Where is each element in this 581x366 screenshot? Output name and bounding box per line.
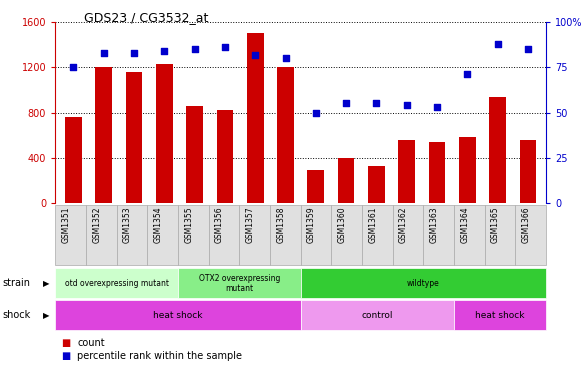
Bar bbox=[429, 142, 446, 203]
Text: GSM1362: GSM1362 bbox=[399, 206, 408, 243]
Text: wildtype: wildtype bbox=[407, 279, 440, 288]
Point bbox=[493, 41, 503, 46]
Point bbox=[220, 44, 229, 50]
Text: otd overexpressing mutant: otd overexpressing mutant bbox=[64, 279, 168, 288]
Bar bbox=[489, 97, 506, 203]
Text: GSM1363: GSM1363 bbox=[430, 206, 439, 243]
Bar bbox=[125, 72, 142, 203]
Text: control: control bbox=[361, 311, 393, 320]
Point bbox=[402, 102, 411, 108]
Text: shock: shock bbox=[3, 310, 31, 320]
Text: GSM1364: GSM1364 bbox=[460, 206, 469, 243]
Point bbox=[372, 101, 381, 107]
Text: percentile rank within the sample: percentile rank within the sample bbox=[77, 351, 242, 361]
Point bbox=[281, 55, 290, 61]
Bar bbox=[187, 106, 203, 203]
Text: GSM1366: GSM1366 bbox=[522, 206, 531, 243]
Text: GSM1353: GSM1353 bbox=[123, 206, 132, 243]
Bar bbox=[217, 110, 233, 203]
Text: GSM1356: GSM1356 bbox=[215, 206, 224, 243]
Bar bbox=[368, 166, 385, 203]
Point bbox=[130, 50, 139, 56]
Text: GSM1357: GSM1357 bbox=[246, 206, 254, 243]
Text: ▶: ▶ bbox=[43, 311, 50, 320]
Point bbox=[69, 64, 78, 70]
Bar bbox=[519, 140, 536, 203]
Text: ■: ■ bbox=[61, 351, 70, 361]
Text: GSM1361: GSM1361 bbox=[368, 206, 378, 243]
Bar bbox=[399, 140, 415, 203]
Point bbox=[190, 46, 199, 52]
Point bbox=[342, 101, 351, 107]
Bar bbox=[247, 33, 264, 203]
Point bbox=[462, 72, 472, 78]
Point bbox=[311, 110, 321, 116]
Text: heat shock: heat shock bbox=[153, 311, 203, 320]
Bar bbox=[156, 64, 173, 203]
Bar bbox=[95, 67, 112, 203]
Text: GSM1355: GSM1355 bbox=[184, 206, 193, 243]
Bar bbox=[277, 67, 294, 203]
Point bbox=[432, 104, 442, 110]
Text: GSM1354: GSM1354 bbox=[153, 206, 163, 243]
Text: GSM1365: GSM1365 bbox=[491, 206, 500, 243]
Text: ▶: ▶ bbox=[43, 279, 50, 288]
Text: GSM1352: GSM1352 bbox=[92, 206, 101, 243]
Text: count: count bbox=[77, 338, 105, 348]
Text: heat shock: heat shock bbox=[475, 311, 525, 320]
Text: ■: ■ bbox=[61, 338, 70, 348]
Text: GSM1358: GSM1358 bbox=[277, 206, 285, 243]
Point bbox=[160, 48, 169, 54]
Text: GSM1359: GSM1359 bbox=[307, 206, 316, 243]
Point bbox=[523, 46, 533, 52]
Bar bbox=[65, 117, 82, 203]
Text: strain: strain bbox=[3, 278, 31, 288]
Bar bbox=[307, 170, 324, 203]
Point bbox=[99, 50, 108, 56]
Bar bbox=[338, 158, 354, 203]
Point bbox=[250, 52, 260, 57]
Text: GSM1360: GSM1360 bbox=[338, 206, 347, 243]
Text: GSM1351: GSM1351 bbox=[62, 206, 70, 243]
Text: GDS23 / CG3532_at: GDS23 / CG3532_at bbox=[84, 11, 209, 24]
Bar bbox=[459, 138, 476, 203]
Text: OTX2 overexpressing
mutant: OTX2 overexpressing mutant bbox=[199, 273, 280, 293]
